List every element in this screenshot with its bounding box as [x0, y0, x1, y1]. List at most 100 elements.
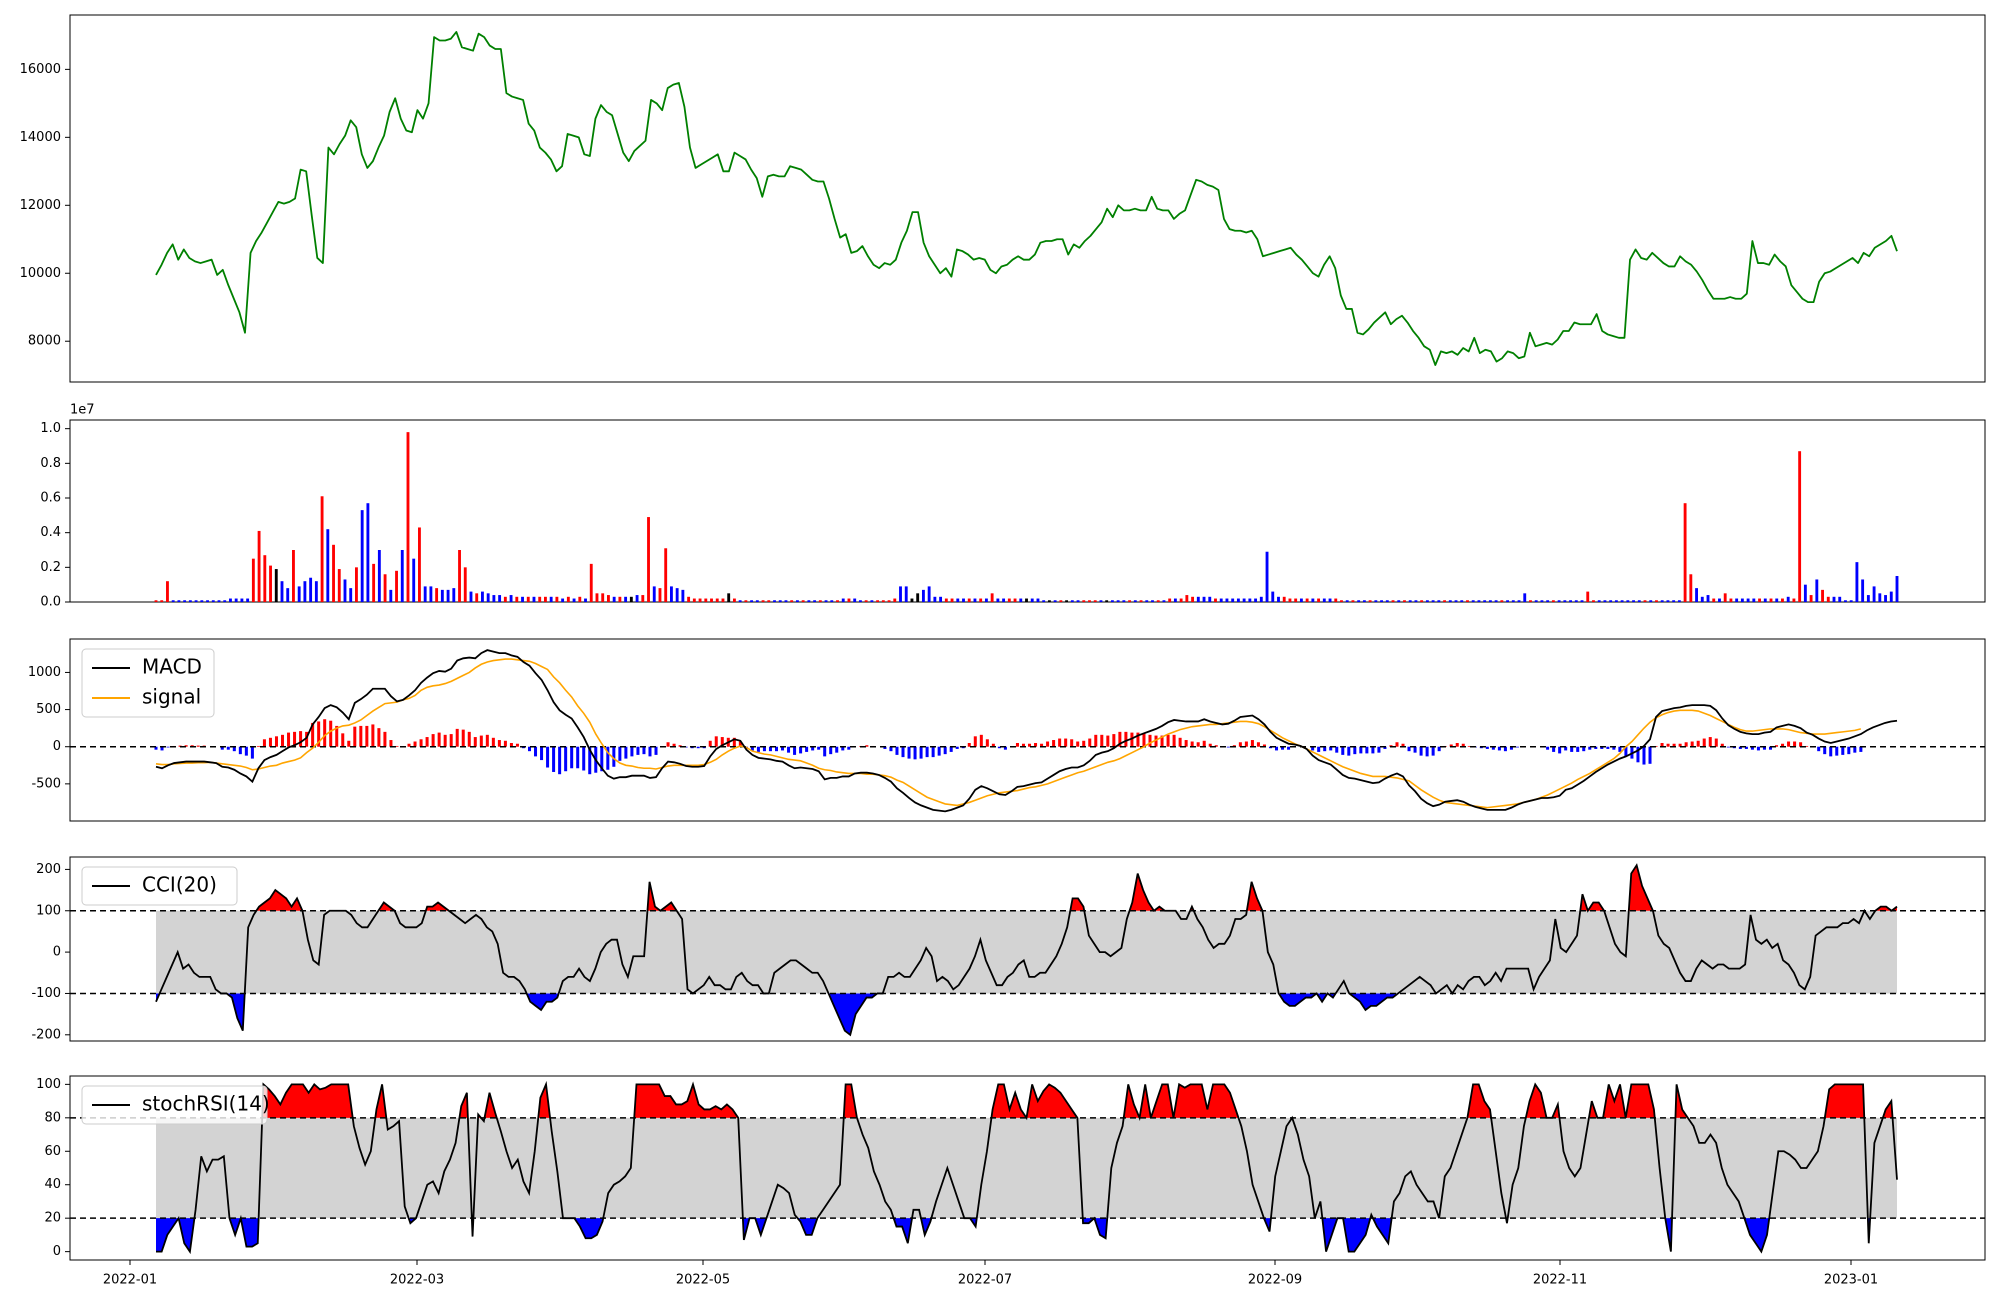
volume-bar [1151, 600, 1154, 602]
volume-bar [246, 598, 250, 602]
macd-histogram-bar [1070, 739, 1074, 747]
volume-bar [1660, 600, 1664, 602]
volume-bar [1712, 598, 1716, 602]
macd-histogram-bar [564, 746, 568, 772]
volume-bar [406, 432, 410, 602]
macd-histogram-bar [1040, 743, 1044, 747]
volume-bar [1758, 598, 1761, 602]
volume-bar [383, 574, 387, 602]
stochrsi-ytick-label: 40 [44, 1177, 61, 1192]
volume-bar [973, 598, 977, 602]
volume-bar [314, 581, 318, 602]
macd-histogram-bar [1546, 746, 1550, 750]
macd-histogram-bar [1196, 742, 1200, 747]
macd-histogram-bar [1160, 735, 1164, 747]
macd-histogram-bar [793, 746, 797, 755]
macd-histogram-bar [768, 746, 772, 752]
volume-bar [1282, 596, 1286, 602]
volume-bar [841, 598, 845, 602]
volume-bar [692, 598, 696, 602]
volume-bar [1002, 598, 1006, 602]
volume-bar [1878, 593, 1882, 602]
macd-histogram-bar [600, 746, 604, 772]
volume-bar [1105, 600, 1109, 602]
macd-histogram-bar [1154, 735, 1158, 747]
macd-histogram-bar [811, 746, 815, 751]
volume-bar [418, 527, 421, 602]
volume-bar [939, 596, 943, 602]
macd-histogram-bar [1383, 746, 1387, 749]
volume-bar [229, 598, 232, 602]
macd-histogram-bar [967, 743, 971, 747]
volume-bar [1569, 600, 1572, 602]
volume-bar [750, 600, 754, 602]
volume-bar [1803, 584, 1807, 602]
macd-histogram-bar [1335, 746, 1339, 753]
macd-histogram-bar [1660, 743, 1664, 747]
macd-histogram-bar [1612, 746, 1616, 750]
x-tick-label: 2022-07 [958, 1273, 1012, 1288]
stochrsi-neutral-band [156, 1117, 1897, 1219]
volume-bar [1070, 600, 1074, 602]
volume-bar [177, 600, 181, 602]
volume-bar [1196, 596, 1200, 602]
macd-histogram-bar [1775, 745, 1779, 747]
volume-bar [1586, 591, 1590, 602]
volume-bar [681, 589, 685, 602]
volume-bar [481, 591, 484, 602]
volume-bar [400, 550, 404, 602]
volume-bar [498, 595, 502, 602]
volume-bar [647, 517, 650, 602]
volume-bar [962, 598, 965, 602]
x-tick-label: 2022-09 [1248, 1273, 1302, 1288]
macd-histogram-bar [425, 737, 429, 747]
macd-histogram-bar [949, 746, 953, 752]
price-ytick-label: 8000 [28, 334, 61, 349]
panel-stochrsi: 0 20 40 60 80 100 stochRSI(14) [36, 1075, 1986, 1261]
volume-bar [704, 598, 708, 602]
macd-histogram-bar [582, 746, 586, 771]
volume-bar [1592, 600, 1595, 602]
macd-histogram-bar [943, 746, 947, 755]
price-ytick-label: 12000 [20, 198, 61, 213]
volume-bar [1414, 600, 1418, 602]
volume-bar [1019, 598, 1023, 602]
macd-frame [69, 638, 1986, 822]
volume-bar [824, 600, 828, 602]
volume-bar [377, 550, 381, 602]
volume-bar [1265, 551, 1269, 602]
macd-histogram-bar [973, 736, 977, 747]
volume-bar [1317, 598, 1321, 602]
volume-bar [234, 598, 238, 602]
macd-histogram-bar [1262, 744, 1266, 747]
macd-histogram-bar [1274, 746, 1279, 751]
macd-histogram-bar [1148, 734, 1152, 747]
stochrsi-overbought-fill [1882, 1101, 1893, 1118]
volume-bar [578, 596, 582, 602]
macd-histogram-bar [901, 746, 905, 758]
stochrsi-overbought-fill [484, 1092, 497, 1118]
macd-histogram-bar [756, 746, 760, 752]
macd-histogram-bar [1238, 742, 1242, 747]
volume-bar [1603, 600, 1607, 602]
macd-histogram-bar [455, 728, 459, 747]
stochrsi-ytick-label: 80 [44, 1110, 61, 1125]
volume-bar [1334, 598, 1338, 602]
macd-histogram-bar [497, 740, 501, 747]
volume-bar [1523, 593, 1527, 602]
macd-histogram-bar [979, 734, 983, 747]
macd-histogram-bar [305, 731, 309, 747]
macd-histogram-bar [606, 746, 610, 770]
macd-histogram-bar [1401, 743, 1405, 747]
volume-bar [1775, 598, 1779, 602]
panel-price: 8000 10000 12000 14000 16000 [20, 14, 1986, 383]
macd-histogram-bar [534, 746, 538, 757]
cci-legend-label: CCI(20) [142, 873, 217, 897]
cci-oversold-fill [828, 993, 878, 1035]
macd-histogram-bar [1311, 746, 1315, 751]
macd-histogram-bar [1847, 746, 1851, 755]
macd-histogram-bar [341, 733, 345, 747]
volume-bar [675, 588, 679, 602]
macd-histogram-bar [262, 739, 266, 747]
cci-overbought-fill [1628, 865, 1653, 911]
